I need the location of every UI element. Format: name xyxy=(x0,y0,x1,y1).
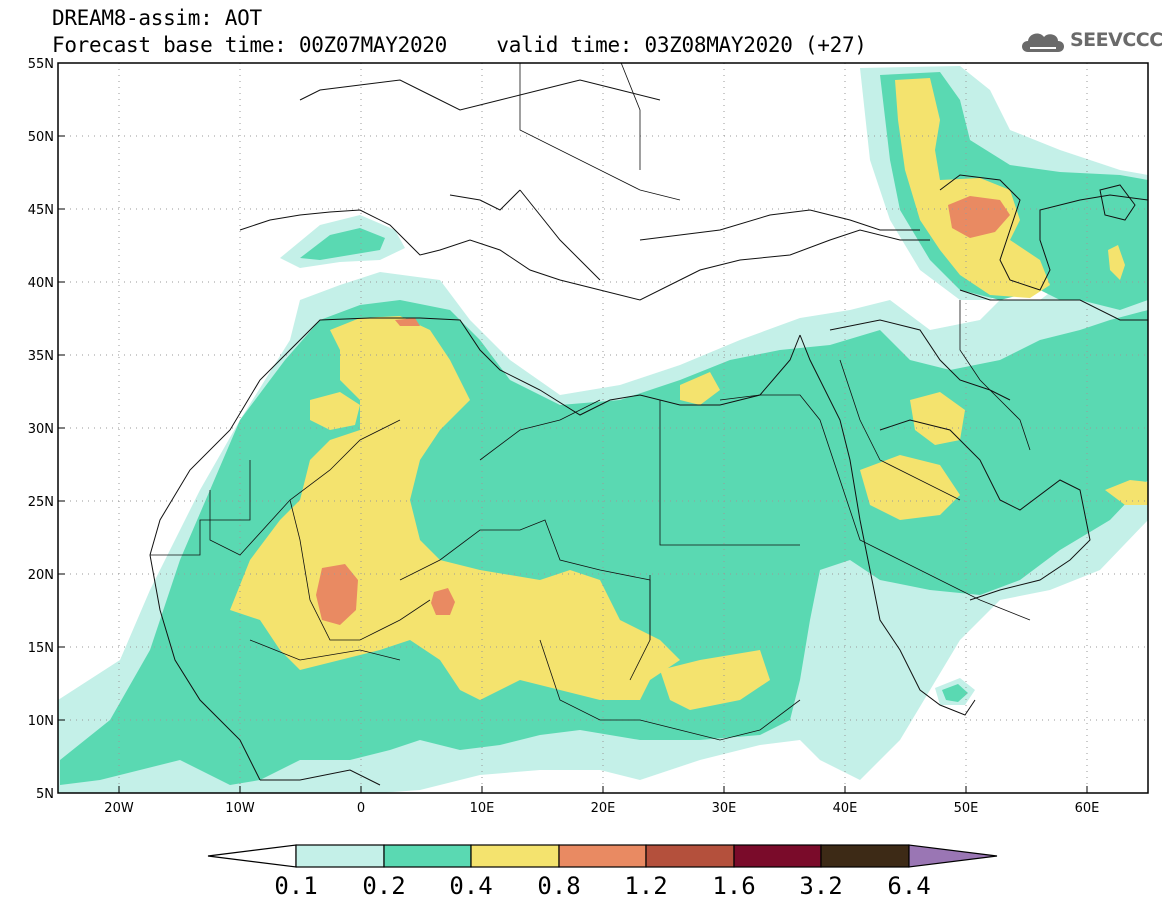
aot-contour-0.4-f xyxy=(310,392,360,430)
forecast-base-time: Forecast base time: 00Z07MAY2020 xyxy=(52,33,447,57)
colorbar-underflow xyxy=(207,844,297,868)
colorbar-label: 6.4 xyxy=(887,872,931,900)
colorbar-label: 1.2 xyxy=(624,872,668,900)
colorbar-swatch xyxy=(820,844,910,868)
aot-contour-0.4-caspian xyxy=(1108,245,1125,280)
lon-label: 20E xyxy=(591,801,616,816)
lon-label: 50E xyxy=(954,801,979,816)
colorbar-label: 0.8 xyxy=(537,872,581,900)
colorbar-label: 0.2 xyxy=(362,872,406,900)
lat-label: 40N xyxy=(28,276,54,291)
colorbar-label: 0.1 xyxy=(274,872,318,900)
colorbar xyxy=(207,844,998,868)
aot-contour-0.4-b xyxy=(660,650,770,710)
logo-text: SEEVCCC xyxy=(1070,29,1163,51)
lat-label: 50N xyxy=(28,130,54,145)
aot-contour-0.8-c xyxy=(948,196,1010,238)
aot-contour-0.8-d xyxy=(395,318,420,326)
lat-label: 5N xyxy=(36,787,54,802)
lon-label: 40E xyxy=(833,801,858,816)
colorbar-label: 0.4 xyxy=(449,872,493,900)
colorbar-label: 1.6 xyxy=(712,872,756,900)
lon-label: 10E xyxy=(470,801,495,816)
aot-shading xyxy=(58,66,1148,793)
axis-ticks xyxy=(58,135,1088,793)
colorbar-swatch xyxy=(383,844,472,868)
lat-label: 15N xyxy=(28,641,54,656)
cloud-icon xyxy=(1022,33,1064,52)
country-borders xyxy=(150,63,1031,741)
lon-label: 10W xyxy=(225,801,255,816)
lat-labels: 55N 50N 45N 40N 35N 30N 25N 20N 15N 10N … xyxy=(28,57,54,802)
aot-contour-0.2-somalia xyxy=(942,684,968,702)
colorbar-label: 3.2 xyxy=(799,872,843,900)
lat-label: 30N xyxy=(28,422,54,437)
aot-contour-0.4-east xyxy=(1105,480,1148,505)
lon-label: 0 xyxy=(357,801,365,816)
title-line-1: DREAM8-assim: AOT xyxy=(52,6,262,30)
aot-contour-0.4-north xyxy=(895,78,1050,298)
aot-contour-0.4-e xyxy=(680,372,720,405)
lat-label: 10N xyxy=(28,714,54,729)
aot-contour-0.8-a xyxy=(316,564,358,625)
colorbar-swatch xyxy=(733,844,822,868)
colorbar-swatch xyxy=(295,844,385,868)
colorbar-swatch xyxy=(645,844,735,868)
lon-label: 60E xyxy=(1075,801,1100,816)
colorbar-swatch xyxy=(470,844,560,868)
colorbar-overflow xyxy=(908,844,998,868)
lon-label: 20W xyxy=(104,801,134,816)
title-line-2: Forecast base time: 00Z07MAY2020 valid t… xyxy=(52,33,867,57)
lat-label: 45N xyxy=(28,203,54,218)
valid-time: valid time: 03Z08MAY2020 (+27) xyxy=(496,33,867,57)
aot-contour-0.4-c xyxy=(860,455,960,520)
lat-label: 35N xyxy=(28,349,54,364)
lon-label: 30E xyxy=(712,801,737,816)
aot-contour-0.2-europe xyxy=(300,228,385,260)
lat-label: 20N xyxy=(28,568,54,583)
aot-contour-0.8-b xyxy=(431,588,455,615)
colorbar-swatch xyxy=(558,844,647,868)
lat-label: 25N xyxy=(28,495,54,510)
lat-label: 55N xyxy=(28,57,54,72)
lon-labels: 20W 10W 0 10E 20E 30E 40E 50E 60E xyxy=(104,801,1099,816)
